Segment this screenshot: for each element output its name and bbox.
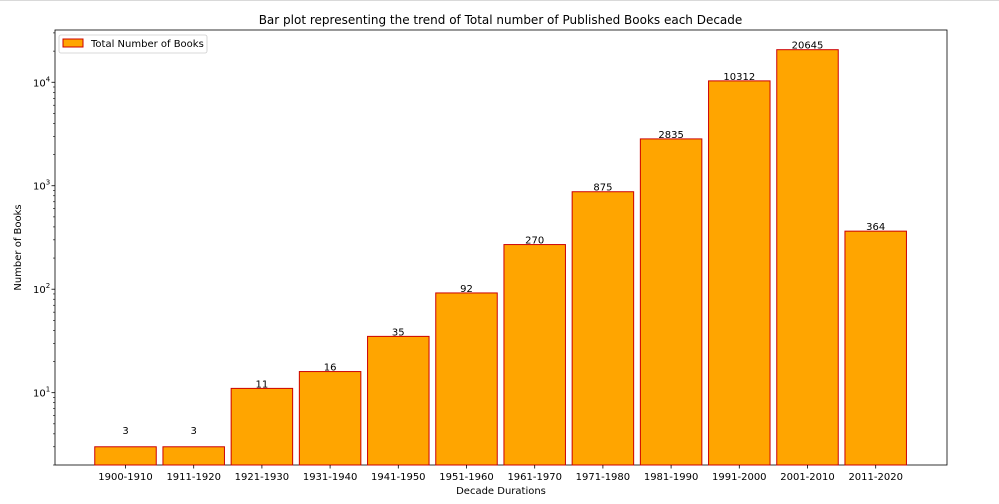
bar-1991-2000 [708, 80, 771, 466]
x-tick-label: 1941-1950 [371, 472, 426, 483]
bar-1961-1970 [503, 244, 566, 466]
bar-1981-1990 [639, 138, 703, 466]
bar-value-label: 364 [866, 222, 885, 233]
y-tick-label: 104 [33, 75, 51, 89]
chart-title: Bar plot representing the trend of Total… [259, 13, 743, 27]
x-tick-label: 1961-1970 [507, 472, 562, 483]
y-tick-label: 101 [33, 386, 50, 400]
top-divider [0, 0, 999, 1]
bar-1900-1910 [94, 446, 157, 466]
bar-1921-1930 [230, 387, 294, 466]
y-tick-label: 103 [33, 179, 50, 193]
bar-value-label: 20645 [792, 41, 824, 52]
x-tick-label: 1991-2000 [712, 472, 767, 483]
legend: Total Number of Books [58, 34, 208, 54]
x-tick-label: 2011-2020 [848, 472, 903, 483]
bar-1931-1940 [298, 371, 362, 466]
y-axis-ticks: 101 102 103 104 [33, 32, 55, 466]
x-tick-label: 1911-1920 [166, 472, 221, 483]
bar-1941-1950 [367, 335, 430, 466]
bar-value-label: 35 [392, 327, 405, 338]
y-tick-label: 102 [33, 282, 50, 296]
x-tick-label: 1971-1980 [576, 472, 631, 483]
x-tick-label: 2001-2010 [780, 472, 835, 483]
bar-value-label: 3 [191, 426, 197, 437]
x-tick-label: 1931-1940 [303, 472, 358, 483]
legend-label: Total Number of Books [90, 39, 204, 50]
legend-swatch [62, 38, 84, 48]
plot-frame [54, 29, 948, 466]
bar-1971-1980 [571, 191, 635, 466]
x-axis-ticks: 1900-1910 1911-1920 1921-1930 1931-1940 1941… [98, 465, 903, 483]
x-tick-label: 1951-1960 [439, 472, 494, 483]
bar-value-label: 270 [525, 236, 544, 247]
x-tick-label: 1921-1930 [235, 472, 290, 483]
bars-group [94, 49, 907, 466]
x-tick-label: 1981-1990 [644, 472, 699, 483]
bar-value-label: 11 [256, 379, 269, 390]
bar-2001-2010 [776, 49, 839, 466]
bar-value-label: 10312 [723, 72, 755, 83]
bar-2011-2020 [844, 230, 907, 466]
bar-value-label: 2835 [658, 130, 683, 141]
bar-value-label: 16 [324, 363, 337, 374]
bar-value-label: 92 [460, 284, 473, 295]
bar-labels-group: 3 3 11 16 35 92 270 875 2835 10312 20645 364 [122, 41, 885, 437]
bar-value-label: 3 [122, 426, 128, 437]
y-axis-title: Number of Books [13, 204, 24, 290]
x-tick-label: 1900-1910 [98, 472, 153, 483]
bar-1951-1960 [435, 292, 498, 466]
x-axis-title: Decade Durations [456, 486, 546, 497]
bar-value-label: 875 [593, 183, 612, 194]
legend-frame [58, 34, 208, 54]
bar-1911-1920 [162, 446, 225, 466]
